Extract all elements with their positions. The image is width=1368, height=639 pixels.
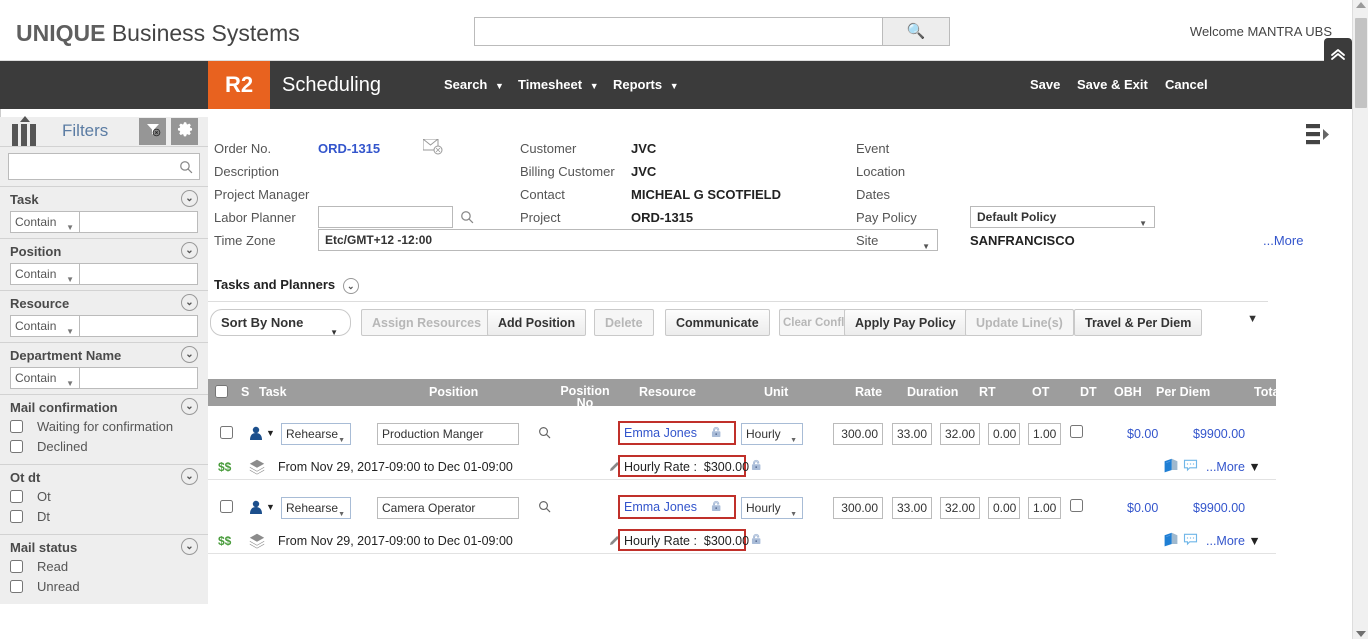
svg-text:$$: $$ — [218, 460, 232, 474]
svg-text:$$: $$ — [218, 534, 232, 548]
